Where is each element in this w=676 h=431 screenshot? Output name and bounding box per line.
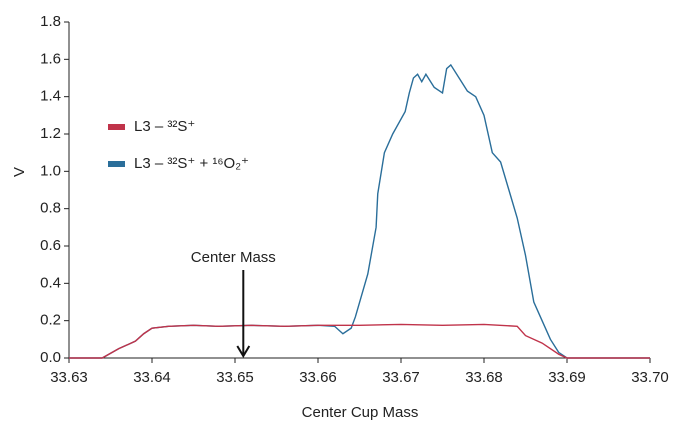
annotation-text: Center Mass (191, 249, 276, 266)
annotation-arrowhead (236, 345, 251, 358)
y-tick-label: 0.6 (40, 237, 61, 254)
y-axis-label: V (11, 167, 28, 177)
x-tick-label: 33.66 (299, 369, 337, 386)
y-tick-label: 1.0 (40, 162, 61, 179)
y-tick-label: 1.4 (40, 88, 61, 105)
x-tick-label: 33.64 (133, 369, 171, 386)
y-tick-label: 1.6 (40, 50, 61, 67)
x-tick-label: 33.67 (382, 369, 420, 386)
x-axis-label: Center Cup Mass (302, 404, 419, 421)
x-tick-label: 33.63 (50, 369, 88, 386)
y-tick-label: 0.2 (40, 312, 61, 329)
y-tick-label: 0.8 (40, 200, 61, 217)
y-tick-label: 1.2 (40, 125, 61, 142)
x-tick-label: 33.69 (548, 369, 586, 386)
x-tick-label: 33.70 (631, 369, 669, 386)
legend-swatch (108, 161, 125, 167)
legend-label: L3 – ³²S⁺ (134, 118, 195, 135)
y-tick-label: 1.8 (40, 13, 61, 30)
y-tick-label: 0.4 (40, 274, 61, 291)
x-tick-label: 33.68 (465, 369, 503, 386)
x-tick-label: 33.65 (216, 369, 254, 386)
series-line (69, 63, 650, 359)
legend-label: L3 – ³²S⁺ + ¹⁶O₂⁺ (134, 155, 249, 172)
y-tick-label: 0.0 (40, 349, 61, 366)
legend-swatch (108, 124, 125, 130)
series-line (69, 323, 650, 359)
